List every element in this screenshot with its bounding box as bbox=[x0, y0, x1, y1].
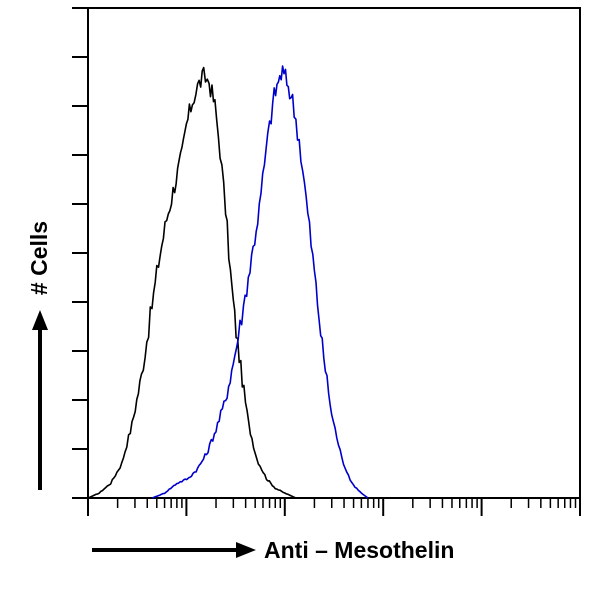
y-axis-label: # Cells bbox=[26, 221, 52, 295]
histogram-line-2 bbox=[152, 65, 369, 499]
histogram-line-1 bbox=[87, 66, 297, 499]
histogram-series bbox=[87, 65, 369, 499]
x-axis-ticks bbox=[87, 498, 581, 516]
y-axis-arrowhead bbox=[32, 310, 48, 330]
y-axis-ticks bbox=[72, 7, 88, 499]
x-axis-arrowhead bbox=[236, 542, 256, 558]
x-axis-label: Anti – Mesothelin bbox=[264, 537, 454, 563]
